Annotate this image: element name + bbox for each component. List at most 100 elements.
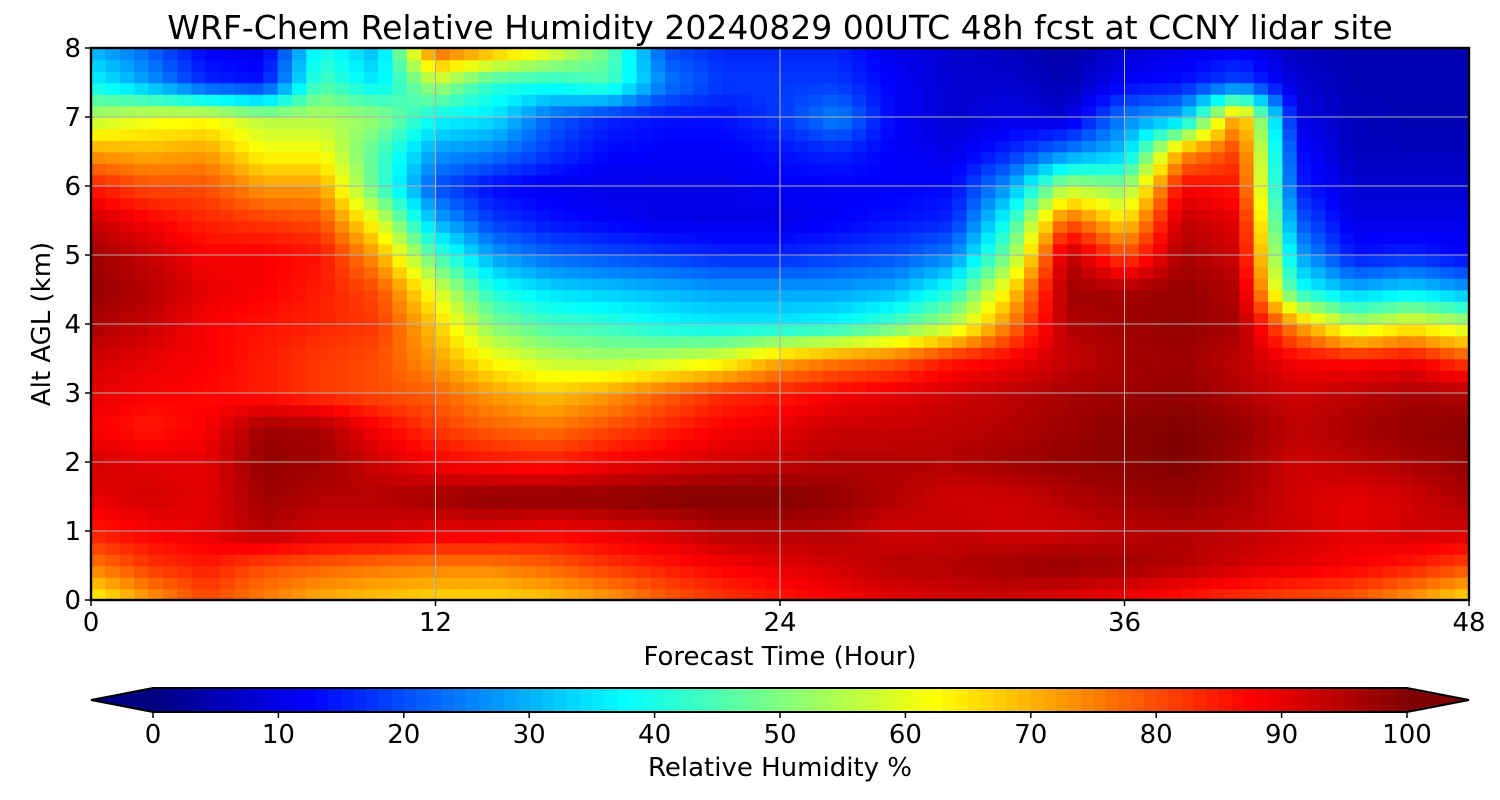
heatmap-cell [105, 588, 121, 600]
heatmap-cell [406, 450, 422, 463]
heatmap-cell [464, 496, 480, 509]
heatmap-cell [708, 393, 724, 406]
heatmap-cell [507, 531, 523, 544]
heatmap-cell [205, 266, 221, 279]
heatmap-cell [1397, 71, 1413, 84]
heatmap-cell [952, 105, 968, 118]
heatmap-cell [837, 71, 853, 84]
heatmap-cell [736, 542, 753, 555]
heatmap-cell [837, 485, 853, 498]
heatmap-cell [579, 577, 595, 590]
heatmap-cell [866, 485, 882, 498]
heatmap-cell [306, 554, 322, 567]
heatmap-cell [1239, 393, 1255, 406]
heatmap-cell [751, 117, 767, 130]
heatmap-cell [966, 427, 982, 440]
heatmap-cell [1095, 588, 1111, 600]
heatmap-cell [220, 94, 236, 107]
heatmap-cell [722, 312, 738, 325]
heatmap-cell [952, 519, 968, 532]
heatmap-cell [708, 117, 724, 130]
heatmap-cell [1095, 439, 1111, 452]
heatmap-cell [794, 381, 810, 394]
heatmap-cell [1425, 381, 1442, 394]
heatmap-cell [1210, 94, 1226, 107]
heatmap-cell [1009, 577, 1025, 590]
heatmap-cell [91, 117, 107, 130]
heatmap-cell [923, 209, 939, 222]
heatmap-cell [722, 462, 738, 475]
heatmap-cell [1268, 243, 1284, 256]
colorbar-segment [930, 688, 944, 712]
heatmap-cell [134, 82, 150, 95]
heatmap-cell [378, 105, 394, 118]
heatmap-cell [751, 496, 767, 509]
heatmap-cell [1210, 496, 1226, 509]
heatmap-cell [1095, 577, 1111, 590]
heatmap-cell [349, 105, 365, 118]
heatmap-cell [392, 105, 408, 118]
heatmap-cell [91, 312, 107, 325]
heatmap-cell [751, 266, 767, 279]
heatmap-cell [894, 140, 910, 153]
heatmap-cell [650, 117, 666, 130]
heatmap-cell [306, 496, 322, 509]
heatmap-cell [1024, 163, 1040, 176]
heatmap-cell [894, 335, 910, 348]
heatmap-cell [1425, 117, 1442, 130]
heatmap-cell [636, 577, 652, 590]
heatmap-cell [780, 531, 796, 544]
heatmap-cell [564, 82, 580, 95]
heatmap-cell [478, 565, 494, 578]
heatmap-cell [909, 220, 925, 233]
heatmap-cell [980, 450, 997, 463]
colorbar-segment [604, 688, 618, 712]
heatmap-cell [1382, 174, 1399, 187]
heatmap-cell [679, 496, 695, 509]
heatmap-cell [205, 381, 221, 394]
heatmap-cell [421, 289, 437, 302]
heatmap-cell [220, 473, 236, 486]
heatmap-cell [306, 151, 322, 164]
heatmap-cell [1354, 358, 1370, 371]
heatmap-cell [1239, 232, 1255, 245]
heatmap-cell [708, 508, 724, 521]
heatmap-cell [449, 174, 465, 187]
heatmap-cell [1411, 577, 1427, 590]
heatmap-cell [335, 117, 351, 130]
heatmap-cell [550, 128, 566, 141]
heatmap-cell [622, 128, 638, 141]
heatmap-cell [335, 71, 351, 84]
heatmap-cell [1397, 278, 1413, 291]
heatmap-cell [909, 462, 925, 475]
heatmap-cell [1411, 565, 1427, 578]
heatmap-cell [191, 266, 207, 279]
heatmap-cell [980, 243, 997, 256]
heatmap-cell [521, 485, 537, 498]
heatmap-cell [909, 519, 925, 532]
heatmap-cell [679, 485, 695, 498]
heatmap-cell [1282, 335, 1298, 348]
heatmap-cell [995, 163, 1011, 176]
heatmap-cell [1339, 508, 1355, 521]
heatmap-cell [1196, 220, 1212, 233]
heatmap-cell [205, 243, 221, 256]
heatmap-cell [650, 542, 666, 555]
heatmap-cell [1339, 94, 1355, 107]
heatmap-cell [1454, 404, 1469, 417]
heatmap-cell [1124, 278, 1140, 291]
heatmap-cell [980, 519, 997, 532]
heatmap-cell [521, 117, 537, 130]
heatmap-cell [205, 278, 221, 291]
heatmap-cell [579, 151, 595, 164]
heatmap-cell [894, 519, 910, 532]
heatmap-cell [277, 71, 293, 84]
heatmap-cell [91, 450, 107, 463]
heatmap-cell [1095, 450, 1111, 463]
heatmap-cell [650, 255, 666, 268]
heatmap-cell [1368, 508, 1384, 521]
heatmap-cell [1052, 439, 1068, 452]
heatmap-cell [1196, 485, 1212, 498]
heatmap-cell [535, 128, 552, 141]
heatmap-cell [1440, 381, 1456, 394]
